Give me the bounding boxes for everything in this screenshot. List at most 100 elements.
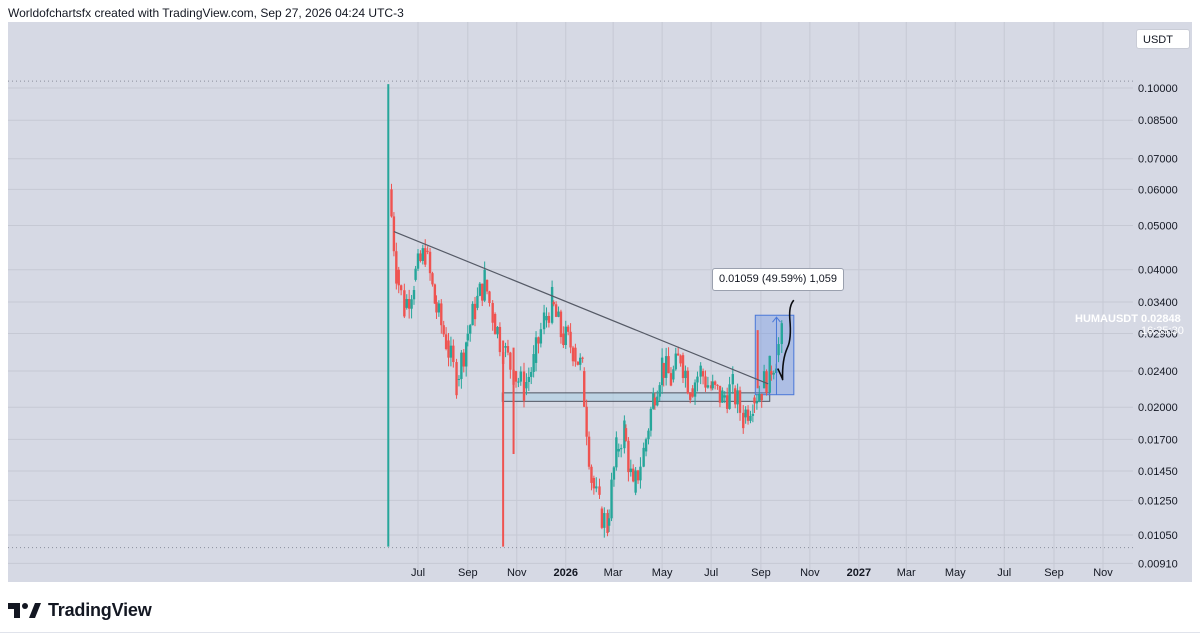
x-tick-label: 2026 <box>554 567 578 579</box>
candle-body <box>421 248 425 261</box>
x-tick-label: Mar <box>604 567 623 579</box>
candle-body <box>447 340 450 358</box>
y-tick-label: 0.02400 <box>1138 366 1178 378</box>
candle-body <box>462 352 465 367</box>
candle-body <box>744 409 747 418</box>
candle-body <box>481 283 484 301</box>
candle-body <box>642 447 645 467</box>
candle-body <box>390 189 393 217</box>
candle-body <box>412 290 416 300</box>
candle-body <box>392 216 396 252</box>
candle-body <box>632 468 635 482</box>
candle-body <box>424 248 427 265</box>
chart-header-caption: Worldofchartsfx created with TradingView… <box>8 6 404 20</box>
candle-body <box>542 312 546 330</box>
candle-body <box>706 385 710 388</box>
candle-body <box>476 295 479 308</box>
candle-body <box>491 302 494 323</box>
candle-body <box>619 448 623 450</box>
candle-body <box>399 285 403 291</box>
candle-body <box>644 439 648 452</box>
candle-body <box>590 466 593 483</box>
candle-body <box>653 397 657 406</box>
candle-body <box>440 303 443 326</box>
candle-body <box>723 395 726 398</box>
candle-body <box>579 357 582 365</box>
candle-body <box>676 353 680 356</box>
candle-body <box>559 311 563 338</box>
candle-body <box>496 326 499 335</box>
candle-body <box>504 346 507 348</box>
candle-body <box>437 303 441 313</box>
candle-body <box>760 393 763 401</box>
candle-body <box>753 397 756 404</box>
candle-body <box>647 430 650 440</box>
candle-body <box>758 393 761 402</box>
candle-body <box>736 390 739 405</box>
candle-body <box>419 253 422 261</box>
y-tick-label: 0.01450 <box>1138 466 1178 478</box>
x-tick-label: Sep <box>751 567 771 579</box>
candle-body <box>617 448 620 452</box>
measure-tooltip: 0.01059 (49.59%) 1,059 <box>712 268 845 291</box>
candles <box>390 183 783 538</box>
y-tick-label: 0.08500 <box>1138 115 1178 127</box>
candle-body <box>746 409 750 421</box>
candle-body <box>493 313 497 335</box>
x-tick-label: Sep <box>458 567 478 579</box>
candle-body <box>466 333 469 341</box>
candle-body <box>449 345 453 358</box>
candle-body <box>772 372 775 375</box>
candle-body <box>444 334 448 350</box>
candle-body <box>681 355 685 379</box>
candle-body <box>532 354 535 372</box>
candle-body <box>514 371 518 382</box>
candle-body <box>693 382 697 397</box>
candle-body <box>414 268 417 280</box>
candle-body <box>506 346 510 353</box>
y-tick-label: 0.01700 <box>1138 434 1178 446</box>
candle-body <box>545 315 548 321</box>
candle-body <box>731 374 734 385</box>
candle-body <box>471 303 474 326</box>
candle-body <box>660 357 664 386</box>
candle-body <box>721 390 724 403</box>
candlestick-chart[interactable]: 0.10000 0.08500 0.07000 0.06000 0.05000 0.040… <box>8 22 1192 582</box>
x-tick-label: 2027 <box>847 567 871 579</box>
candle-body <box>527 376 531 382</box>
currency-button[interactable]: USDT <box>1136 29 1190 49</box>
candle-body <box>410 299 413 309</box>
candle-body <box>664 356 668 378</box>
candle-body <box>607 518 611 526</box>
candle-body <box>669 373 673 386</box>
candle-body <box>522 371 526 401</box>
candle-body <box>610 479 613 519</box>
symbol-label: HUMAUSDT <box>1075 313 1138 325</box>
candle-body <box>592 477 596 489</box>
candle-body <box>550 286 554 323</box>
last-price-value: 0.02848 <box>1141 313 1181 325</box>
candle-body <box>442 325 445 335</box>
candle-body <box>658 385 661 397</box>
candle-body <box>566 326 570 332</box>
x-tick-label: May <box>945 567 966 579</box>
candle-body <box>426 250 429 252</box>
x-tick-label: Nov <box>800 567 820 579</box>
candle-body <box>574 347 577 362</box>
y-tick-label: 0.06000 <box>1138 184 1178 196</box>
candle-body <box>652 392 655 409</box>
x-tick-label: Sep <box>1044 567 1064 579</box>
candle-body <box>457 378 461 380</box>
candle-body <box>701 371 705 377</box>
candle-body <box>416 253 420 269</box>
candle-body <box>598 486 601 495</box>
candle-body <box>571 347 575 362</box>
bar-countdown: 16:35:30 <box>1141 325 1184 337</box>
candle-body <box>704 376 707 388</box>
candle-body <box>713 381 717 385</box>
footer-brand[interactable]: TradingView <box>8 598 152 622</box>
candle-body <box>576 361 580 365</box>
downtrend-line <box>393 230 769 385</box>
candle-body <box>672 369 675 380</box>
candle-body <box>405 298 408 308</box>
